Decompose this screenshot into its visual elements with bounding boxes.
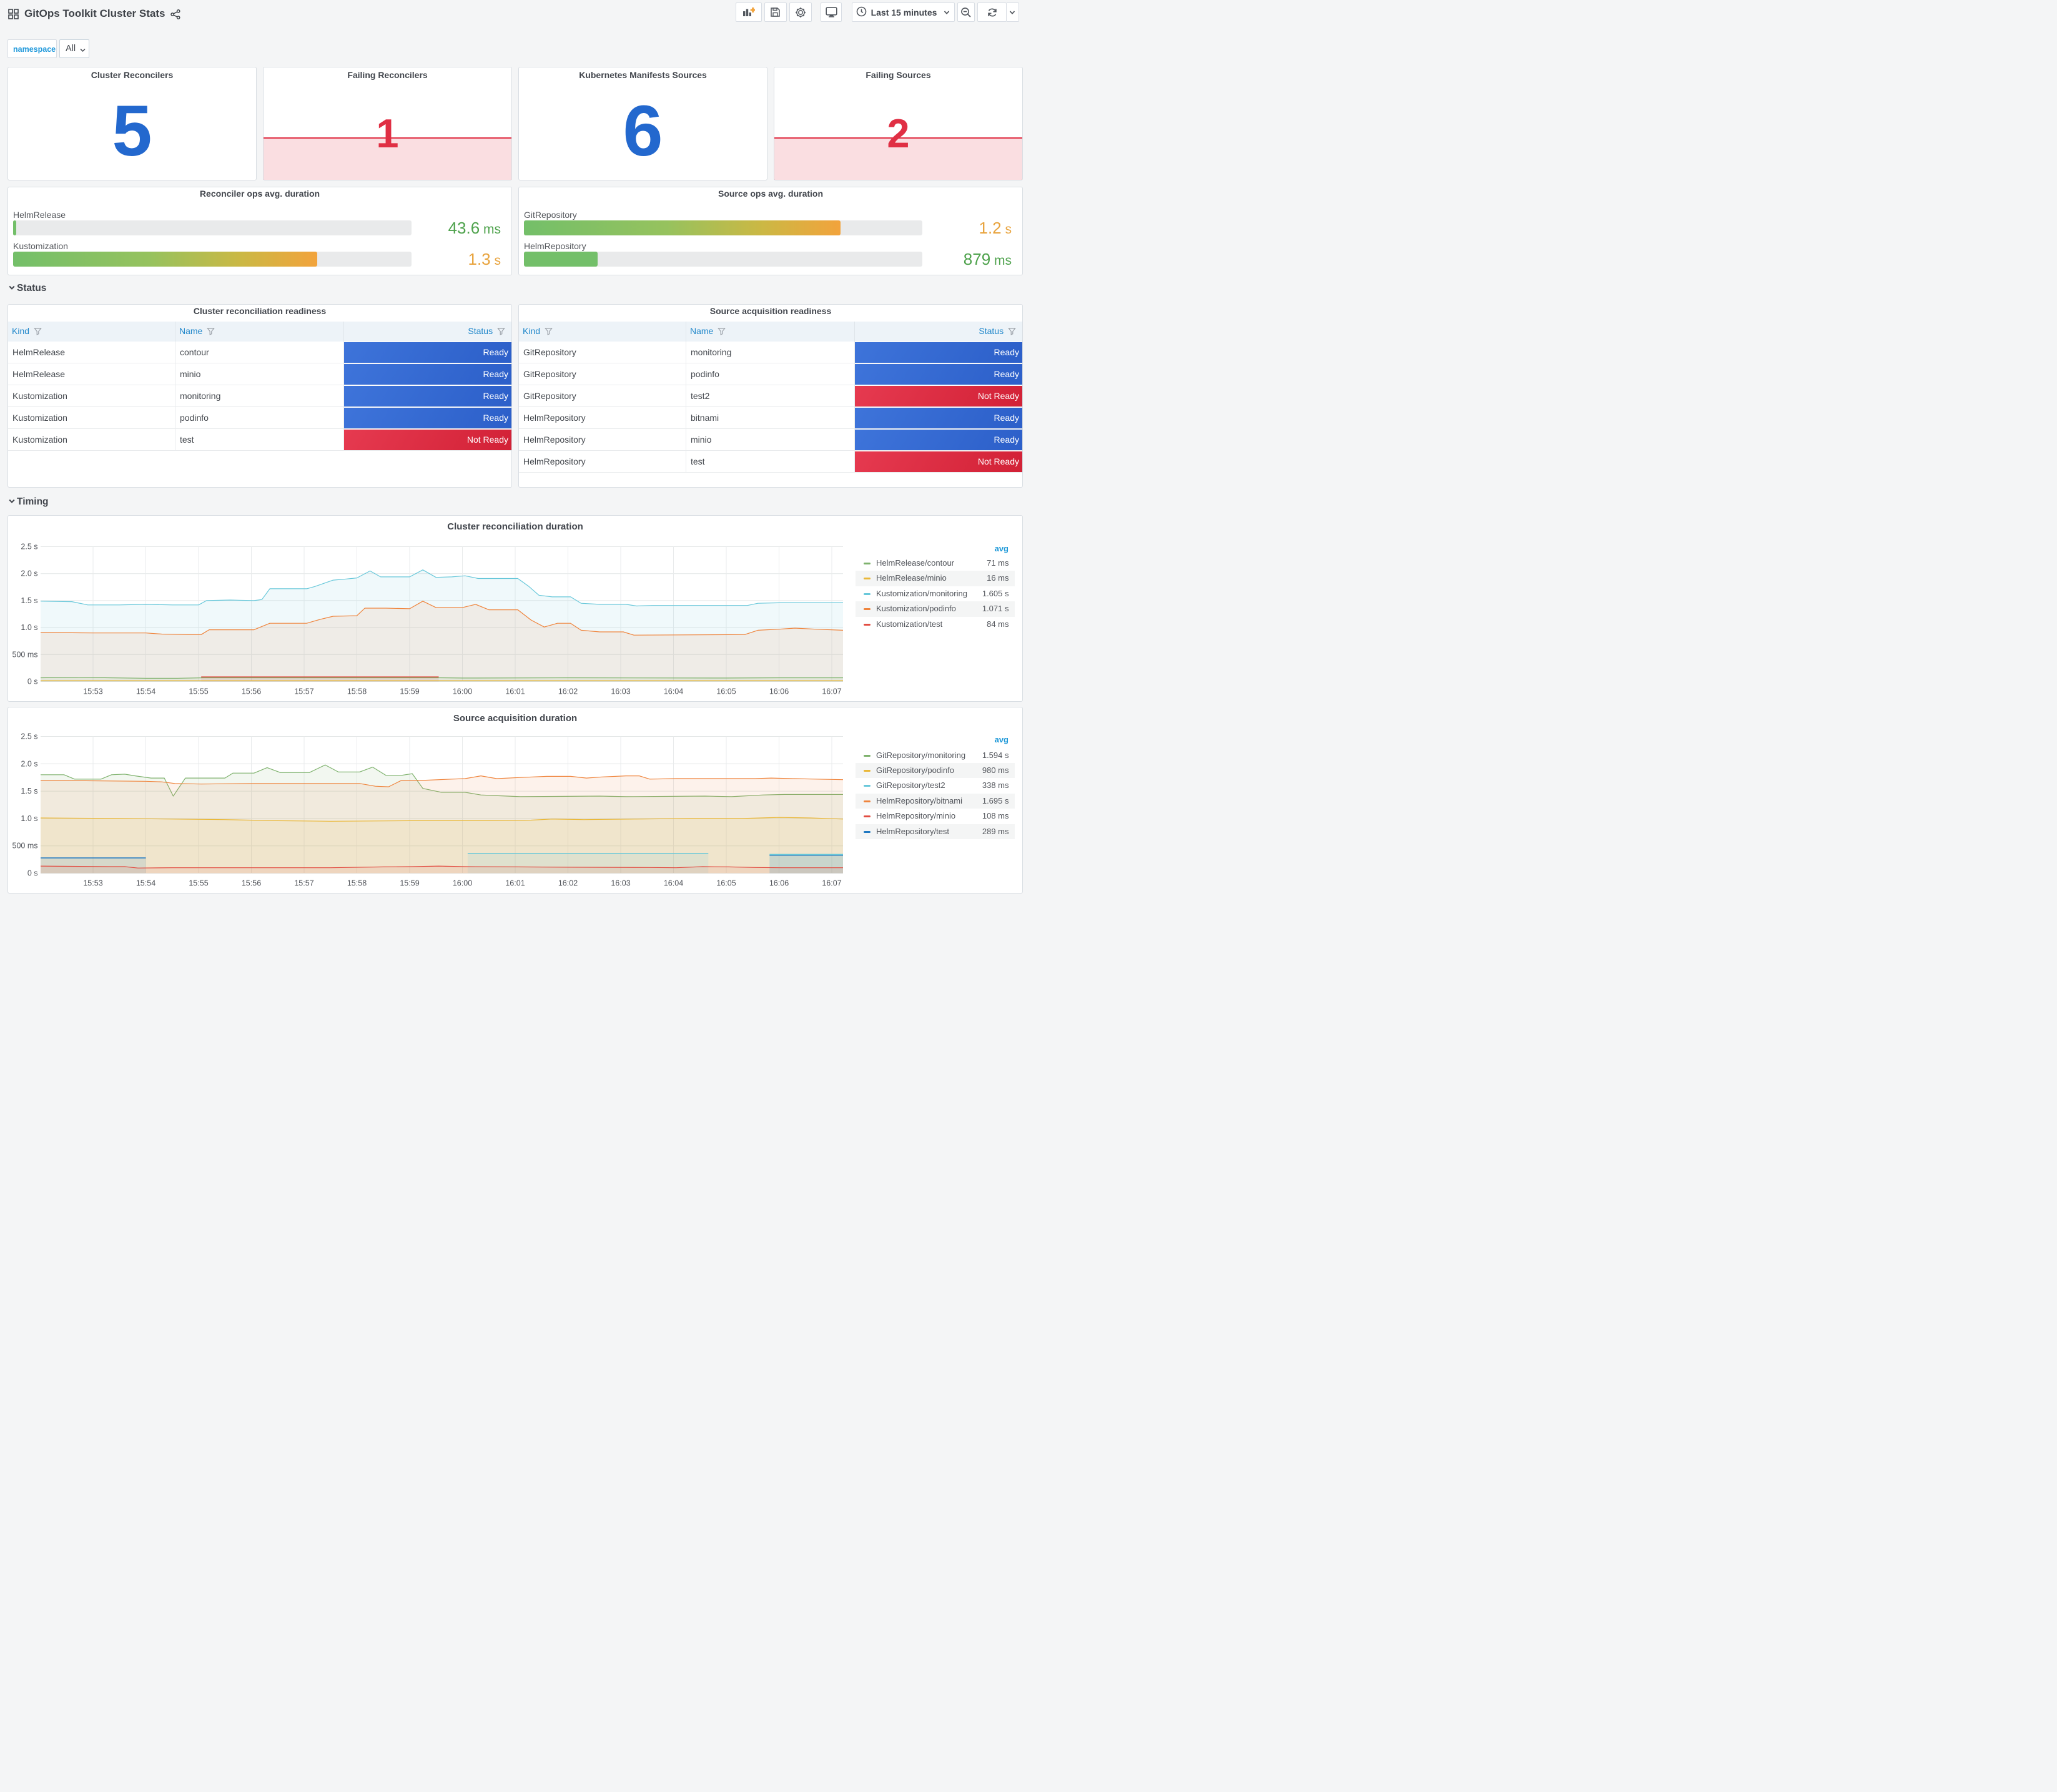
svg-text:15:56: 15:56 (242, 879, 261, 887)
svg-text:16:07: 16:07 (822, 687, 841, 696)
svg-text:2.5 s: 2.5 s (21, 542, 37, 551)
svg-text:16:01: 16:01 (505, 879, 525, 887)
svg-text:16:05: 16:05 (716, 879, 736, 887)
svg-text:16:06: 16:06 (769, 879, 789, 887)
svg-text:2.0 s: 2.0 s (21, 569, 37, 578)
svg-text:16:03: 16:03 (611, 687, 630, 696)
svg-text:16:04: 16:04 (664, 687, 683, 696)
svg-text:1.0 s: 1.0 s (21, 814, 37, 822)
svg-text:16:02: 16:02 (558, 687, 578, 696)
svg-text:1.5 s: 1.5 s (21, 596, 37, 604)
svg-text:16:04: 16:04 (664, 879, 683, 887)
svg-text:15:59: 15:59 (400, 687, 419, 696)
svg-text:16:00: 16:00 (453, 687, 472, 696)
svg-text:16:02: 16:02 (558, 879, 578, 887)
svg-text:16:05: 16:05 (716, 687, 736, 696)
svg-text:1.0 s: 1.0 s (21, 623, 37, 632)
svg-text:2.0 s: 2.0 s (21, 759, 37, 768)
svg-text:16:06: 16:06 (769, 687, 789, 696)
svg-text:0 s: 0 s (27, 677, 38, 686)
svg-text:15:54: 15:54 (136, 687, 155, 696)
svg-text:15:53: 15:53 (83, 879, 102, 887)
svg-text:15:54: 15:54 (136, 879, 155, 887)
svg-text:1.5 s: 1.5 s (21, 787, 37, 795)
svg-text:16:07: 16:07 (822, 879, 841, 887)
svg-text:0 s: 0 s (27, 869, 38, 877)
svg-text:15:55: 15:55 (189, 687, 208, 696)
svg-text:15:55: 15:55 (189, 879, 208, 887)
svg-text:500 ms: 500 ms (12, 841, 38, 850)
svg-text:15:57: 15:57 (294, 687, 313, 696)
svg-text:15:58: 15:58 (347, 687, 367, 696)
svg-text:16:00: 16:00 (453, 879, 472, 887)
svg-text:500 ms: 500 ms (12, 650, 38, 659)
svg-text:16:01: 16:01 (505, 687, 525, 696)
svg-text:15:59: 15:59 (400, 879, 419, 887)
svg-text:15:56: 15:56 (242, 687, 261, 696)
svg-text:15:58: 15:58 (347, 879, 367, 887)
svg-text:2.5 s: 2.5 s (21, 732, 37, 741)
svg-text:15:57: 15:57 (294, 879, 313, 887)
svg-text:16:03: 16:03 (611, 879, 630, 887)
svg-text:15:53: 15:53 (83, 687, 102, 696)
